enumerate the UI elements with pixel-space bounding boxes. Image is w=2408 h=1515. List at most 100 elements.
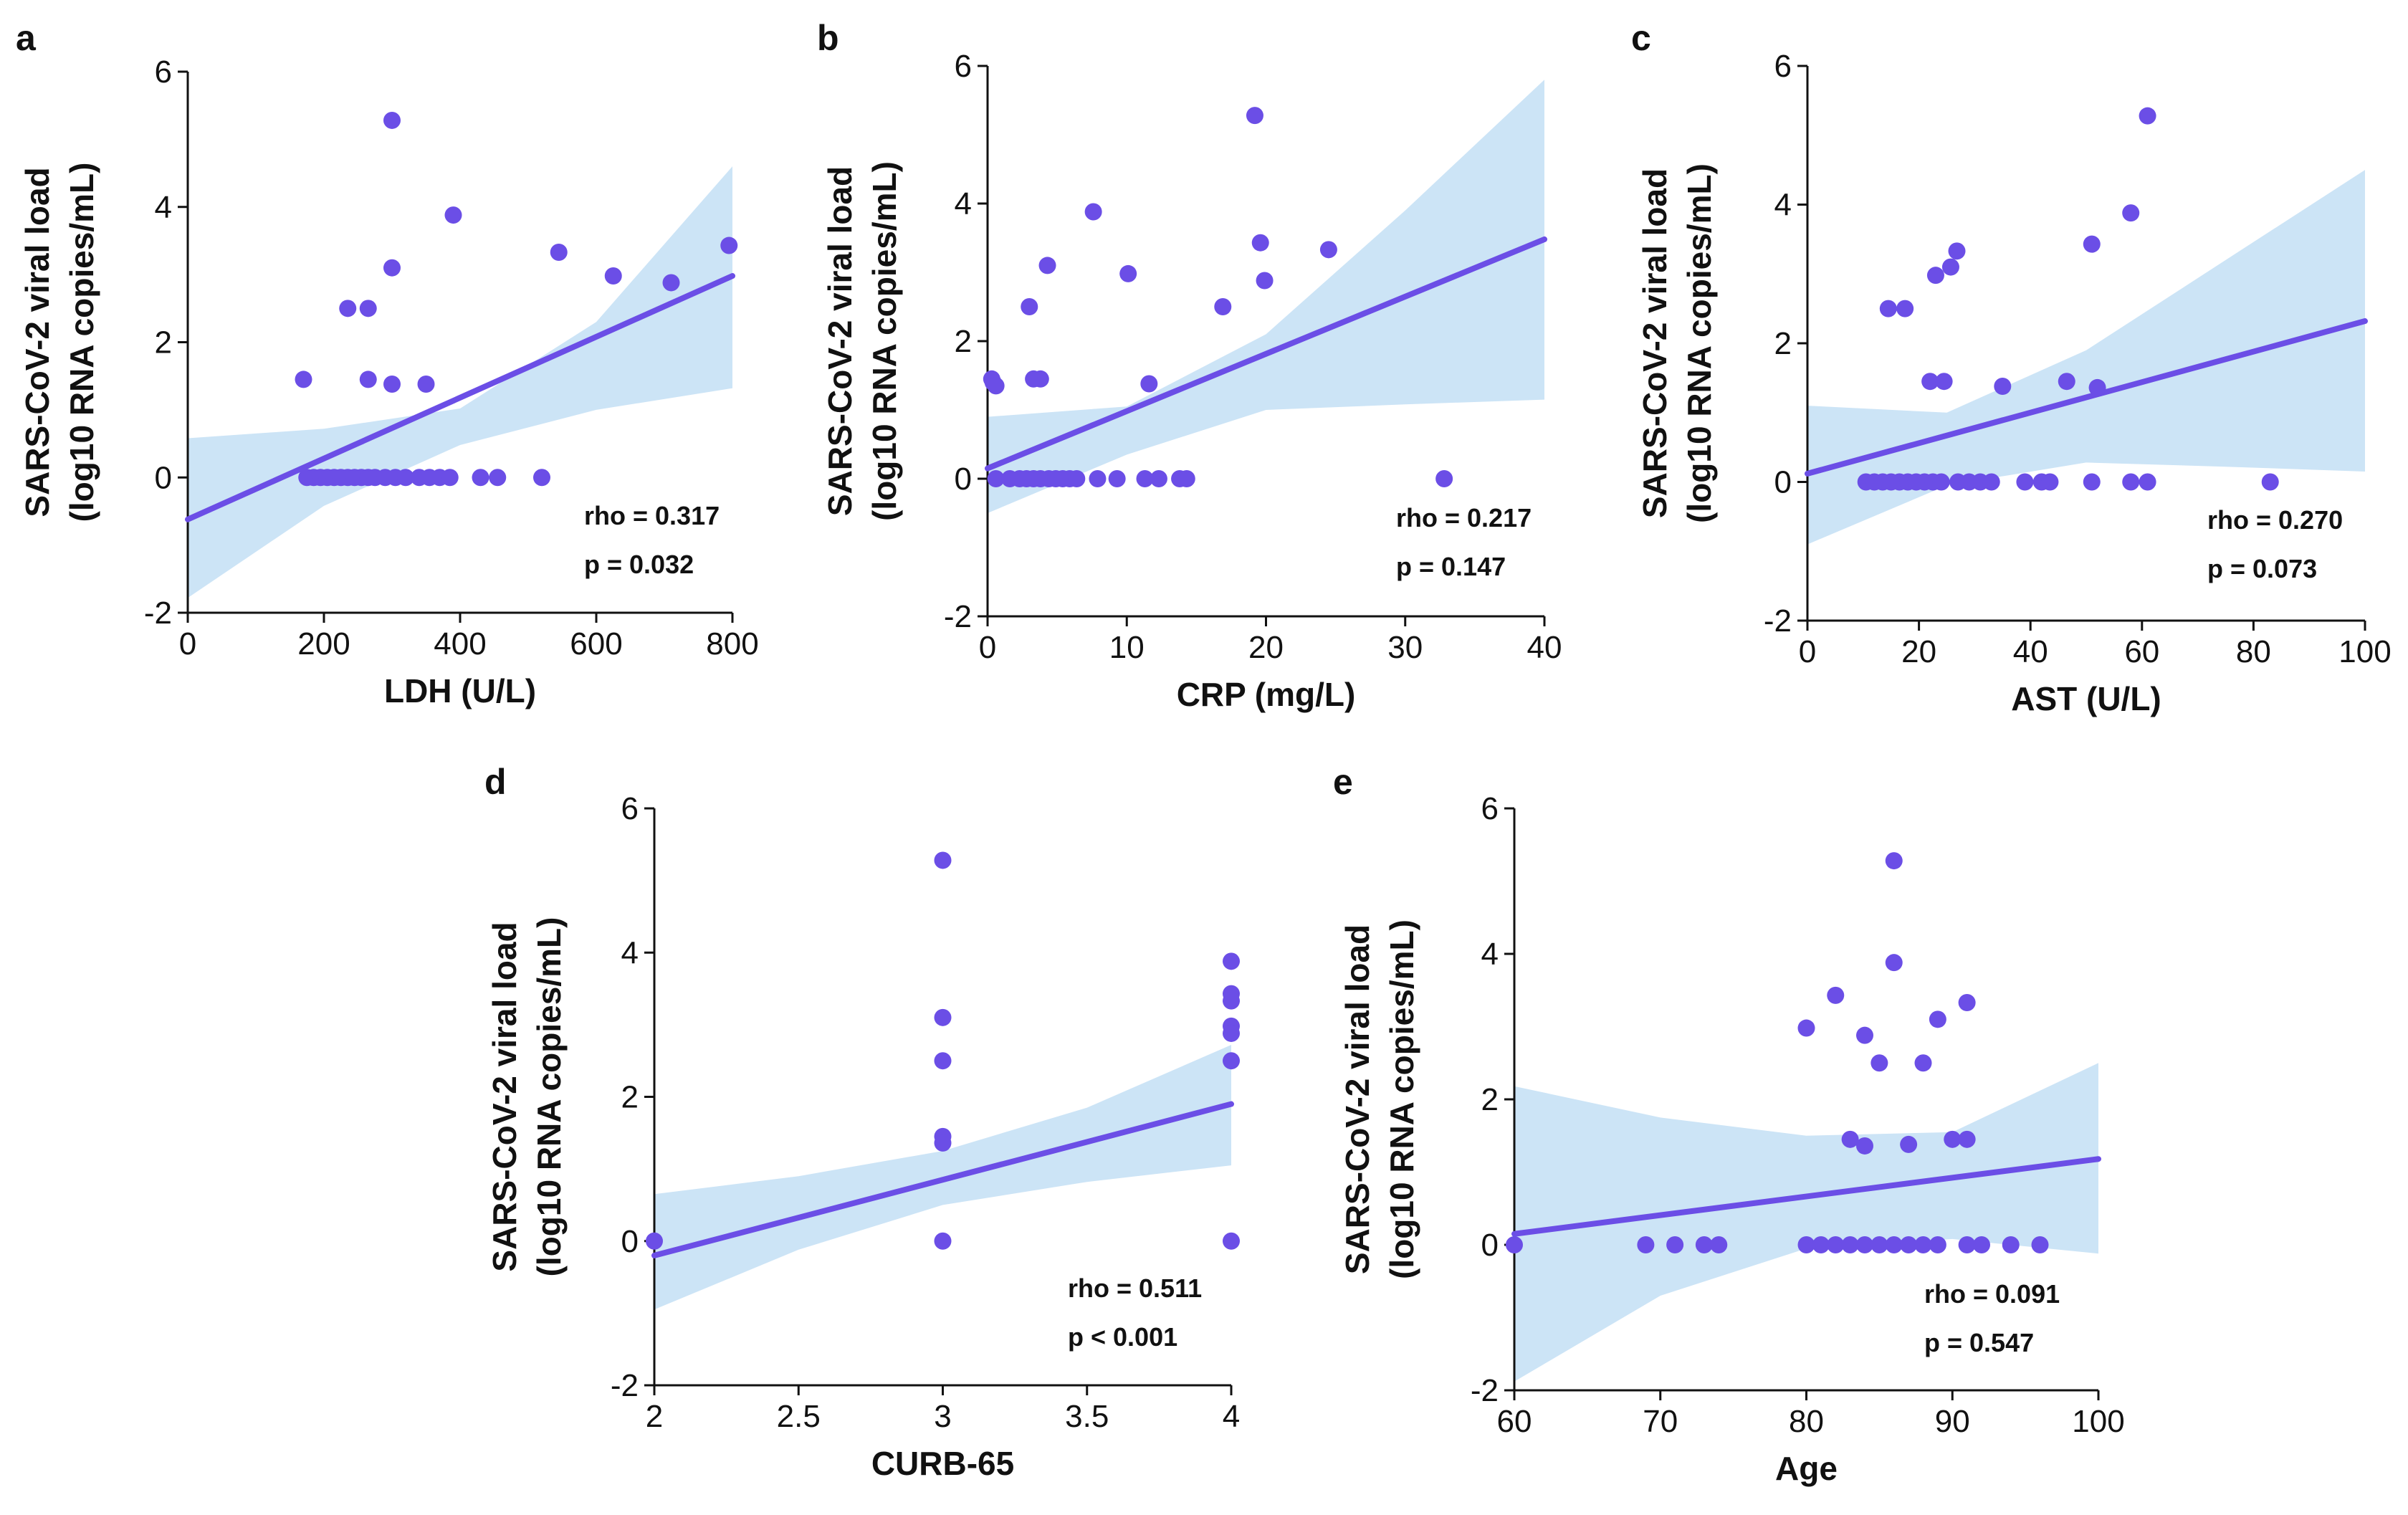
x-tick-label: 70 (1643, 1404, 1678, 1439)
y-tick-label: 6 (955, 49, 972, 84)
data-point (2122, 473, 2140, 491)
data-point (1973, 1236, 1990, 1253)
data-point (1870, 1236, 1888, 1253)
data-point (1797, 1019, 1815, 1037)
y-tick-label: 2 (955, 324, 972, 359)
data-point (987, 377, 1005, 395)
rho-label: rho = 0.091 (1924, 1279, 2060, 1309)
data-point (2083, 473, 2101, 491)
data-point (1108, 470, 1126, 487)
data-point (417, 376, 435, 393)
data-point (1695, 1236, 1713, 1253)
data-point (1879, 300, 1897, 317)
data-point (1223, 1232, 1240, 1250)
x-tick-label: 90 (1935, 1404, 1970, 1439)
y-tick-label: 6 (155, 54, 172, 90)
p-value-label: p < 0.001 (1068, 1322, 1177, 1352)
data-point (1841, 1236, 1859, 1253)
data-point (1140, 375, 1158, 393)
y-tick-label: -2 (144, 596, 172, 631)
data-point (1932, 473, 1950, 491)
data-point (1900, 1135, 1918, 1153)
panel-d: d -2 0 2 4 6 2 2.5 3 3.5 4 CURB-65 SARS-CoV-2 viral … (484, 762, 1240, 1482)
confidence-band (1807, 170, 2365, 545)
y-axis-title-line2: (log10 RNA copies/mL) (866, 161, 903, 521)
panel-letter: e (1333, 762, 1353, 802)
x-tick-label: 0 (1799, 634, 1816, 669)
data-point (646, 1232, 663, 1250)
x-tick-label: 100 (2072, 1404, 2124, 1439)
x-tick-label: 4 (1223, 1399, 1240, 1434)
data-point (1223, 1024, 1240, 1042)
data-point (934, 1134, 952, 1152)
panel-letter: c (1631, 18, 1651, 58)
confidence-band (188, 166, 732, 598)
data-point (1089, 470, 1107, 487)
x-axis-title: LDH (U/L) (384, 672, 536, 709)
data-point (1841, 1130, 1859, 1148)
data-point (533, 469, 550, 487)
y-axis-title-line2: (log10 RNA copies/mL) (1681, 163, 1718, 523)
data-point (934, 851, 952, 869)
x-tick-label: 10 (1109, 630, 1145, 665)
x-tick-label: 800 (706, 626, 758, 661)
data-point (1885, 954, 1903, 972)
data-point (1944, 1130, 1962, 1148)
y-axis-title-line1: SARS-CoV-2 viral load (486, 922, 523, 1271)
confidence-band (988, 80, 1544, 513)
rho-label: rho = 0.270 (2207, 505, 2343, 535)
panel-letter: b (817, 18, 839, 58)
y-tick-label: -2 (944, 599, 972, 634)
y-tick-label: 0 (1481, 1228, 1499, 1263)
y-tick-label: -2 (1471, 1373, 1499, 1408)
y-axis-title-line1: SARS-CoV-2 viral load (1636, 168, 1673, 518)
data-point (1958, 1130, 1976, 1148)
data-point (1941, 258, 1959, 276)
x-tick-label: 600 (570, 626, 622, 661)
x-tick-label: 200 (297, 626, 350, 661)
data-point (359, 300, 377, 317)
y-tick-label: 0 (155, 460, 172, 495)
data-point (1929, 1010, 1946, 1028)
y-tick-label: 6 (1481, 791, 1499, 826)
data-point (339, 300, 357, 317)
data-point (1214, 298, 1232, 315)
x-axis-title: AST (U/L) (2011, 680, 2161, 717)
data-point (1637, 1236, 1655, 1253)
x-tick-label: 100 (2338, 634, 2391, 669)
rho-label: rho = 0.317 (584, 501, 720, 530)
x-tick-label: 40 (2013, 634, 2048, 669)
regression-line (985, 236, 1547, 472)
data-point (1994, 377, 2012, 395)
y-axis-title-line1: SARS-CoV-2 viral load (1339, 924, 1376, 1274)
data-point (441, 469, 459, 487)
data-point (1136, 470, 1154, 487)
data-point (1856, 1137, 1873, 1155)
data-point (1948, 242, 1966, 260)
data-point (1223, 992, 1240, 1010)
panel-letter: a (16, 18, 37, 58)
x-tick-label: 0 (979, 630, 996, 665)
data-point (1797, 1236, 1815, 1253)
rho-label: rho = 0.511 (1068, 1273, 1202, 1303)
data-point (1319, 241, 1337, 259)
y-tick-label: 4 (955, 186, 972, 221)
x-tick-label: 20 (1248, 630, 1284, 665)
data-point (1856, 1236, 1873, 1253)
data-point (934, 1232, 952, 1250)
x-tick-label: 2 (646, 1399, 663, 1434)
y-tick-label: 0 (1774, 465, 1792, 500)
data-point (1827, 1236, 1845, 1253)
data-point (2139, 473, 2156, 491)
data-point (1223, 1052, 1240, 1070)
data-point (1246, 107, 1263, 125)
data-point (1929, 1236, 1946, 1253)
y-axis-title-line1: SARS-CoV-2 viral load (19, 167, 56, 517)
regression-line (651, 1101, 1234, 1258)
x-axis-title: CRP (mg/L) (1177, 676, 1356, 713)
data-point (2058, 373, 2075, 391)
x-axis-title: Age (1775, 1450, 1838, 1487)
